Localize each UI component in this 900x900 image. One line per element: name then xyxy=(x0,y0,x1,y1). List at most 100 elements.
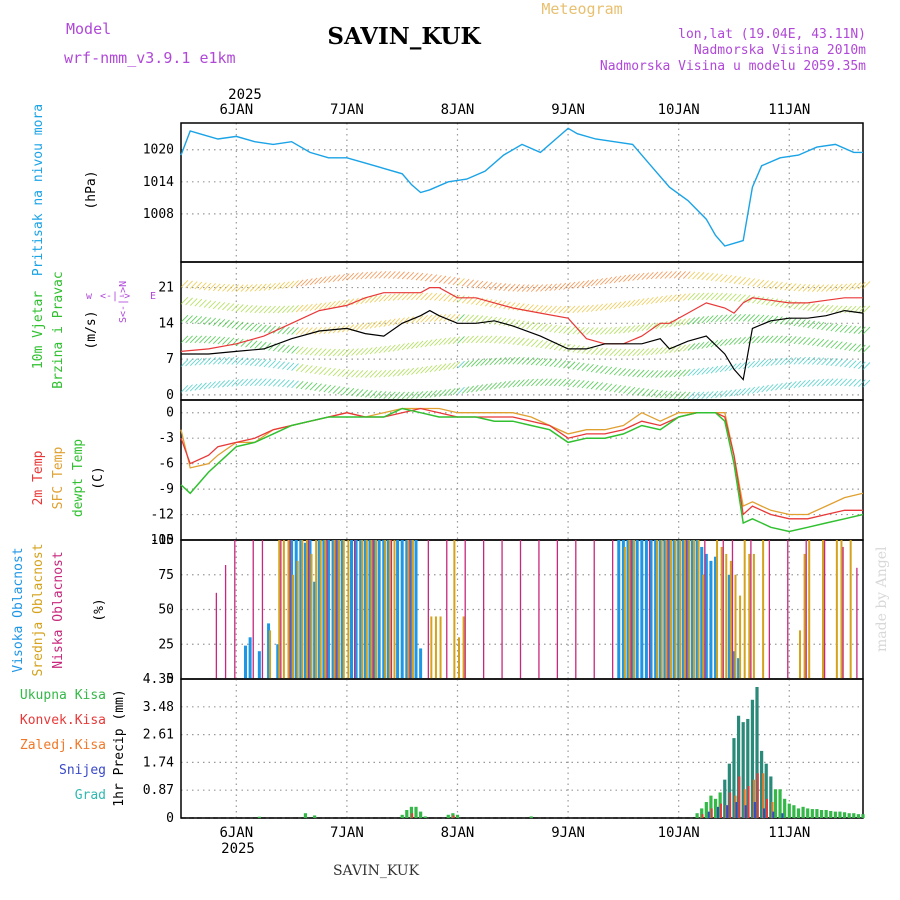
wind-barb xyxy=(848,325,857,334)
wind-barb xyxy=(775,357,783,366)
wind-barb xyxy=(590,364,599,373)
wind-barb xyxy=(567,305,576,314)
cloud-bar-high xyxy=(644,540,648,679)
wind-barb xyxy=(567,326,576,335)
wind-barb xyxy=(235,304,244,312)
wind-barb xyxy=(291,363,299,371)
wind-barb xyxy=(189,358,198,366)
wind-barb xyxy=(365,370,373,378)
precip-bar-total xyxy=(709,795,713,818)
cloud-bar-low xyxy=(446,540,448,679)
wind-barb xyxy=(576,326,585,335)
wind-barb xyxy=(613,367,622,376)
wind-barb xyxy=(346,324,355,332)
wind-barb xyxy=(530,378,539,387)
temp-unit: (C) xyxy=(91,466,106,489)
precip-bar-total xyxy=(806,808,810,818)
wind-barb xyxy=(203,282,212,291)
wind-barb xyxy=(540,305,548,313)
wind-barb xyxy=(752,386,760,394)
wind-barb xyxy=(217,356,226,365)
cloud-bar-high xyxy=(686,540,690,679)
wind-barb xyxy=(835,283,843,292)
wind-barb xyxy=(461,360,470,368)
wind-barb xyxy=(434,389,442,398)
cloud-bar-low xyxy=(856,567,858,679)
wind-barb xyxy=(646,296,654,305)
wind-barb xyxy=(581,380,590,389)
wind-barb xyxy=(355,272,364,280)
top-day-label: 9JAN xyxy=(551,102,585,118)
wind-barb xyxy=(761,335,769,344)
wind-barb xyxy=(576,380,585,388)
wind-barb xyxy=(235,378,244,387)
wind-barb xyxy=(706,315,714,323)
wind-barb xyxy=(332,348,341,357)
wind-barb xyxy=(825,284,834,292)
cloud-bar-high xyxy=(299,540,303,679)
wind-barb xyxy=(360,389,369,398)
cloud-bar-mid xyxy=(674,540,677,679)
legend-frz: Zaledj.Kisa xyxy=(20,738,106,753)
wind-barb xyxy=(480,281,488,289)
model-elevation-label: Nadmorska Visina u modelu 2059.35m xyxy=(600,59,866,74)
wind-barb xyxy=(272,378,281,387)
y-tick-label: 1014 xyxy=(143,175,174,190)
cloud-bar-high xyxy=(317,540,321,679)
wind-barb xyxy=(521,379,530,387)
cloud-bar-low xyxy=(326,540,328,679)
wind-barb xyxy=(489,357,498,366)
wind-barb xyxy=(286,362,295,371)
cloud-bar-low xyxy=(427,540,429,679)
wind-barb xyxy=(788,336,797,344)
wind-barb xyxy=(512,337,521,345)
wind-barb xyxy=(600,303,608,311)
wind-barb xyxy=(623,368,631,377)
wind-barb xyxy=(811,357,820,365)
wind-barb xyxy=(862,362,871,370)
cloud-bar-mid xyxy=(628,540,631,679)
wind-barb xyxy=(535,339,544,348)
wind-barb xyxy=(618,300,627,309)
wind-barb xyxy=(793,318,802,327)
y-tick-label: -3 xyxy=(158,431,174,446)
wind-barb xyxy=(576,280,585,289)
wind-barb xyxy=(521,357,530,365)
wind-barb xyxy=(452,387,461,396)
wind-barb xyxy=(830,358,839,366)
precip-bar-total xyxy=(838,811,842,818)
wind-barb xyxy=(199,382,207,391)
wind-barb xyxy=(618,274,627,283)
wind-label-2: Brzina i Pravac xyxy=(51,271,66,388)
wind-barb xyxy=(295,327,304,335)
pressure-label: Pritisak na nivou mora xyxy=(31,104,46,276)
wind-barb xyxy=(489,282,498,290)
wind-barb xyxy=(646,322,654,331)
wind-barb xyxy=(452,361,461,370)
cloud-bar-high xyxy=(672,540,676,679)
wind-barb xyxy=(729,389,737,397)
wind-barb xyxy=(231,379,240,387)
wind-barb xyxy=(517,284,525,292)
wind-barb xyxy=(830,305,839,313)
wind-barb xyxy=(811,338,820,346)
wind-barb xyxy=(406,391,415,400)
wind-barb xyxy=(650,370,659,378)
y-tick-label: 0.87 xyxy=(143,783,174,798)
wind-barb xyxy=(858,326,866,335)
wind-barb xyxy=(572,281,581,289)
wind-barb xyxy=(194,357,203,366)
cloud-bar-high xyxy=(414,540,418,679)
wind-barb xyxy=(424,339,433,348)
wind-barb xyxy=(318,348,327,357)
wind-barb xyxy=(535,323,544,331)
wind-barb xyxy=(226,320,235,328)
wind-barb xyxy=(627,325,636,333)
cloud-bar-mid xyxy=(720,546,723,679)
wind-barb xyxy=(282,379,290,388)
wind-barb xyxy=(811,378,820,387)
wind-barb xyxy=(553,342,562,351)
precip-bar-total xyxy=(815,809,819,818)
wind-barb xyxy=(604,383,613,392)
wind-barb xyxy=(540,284,548,292)
